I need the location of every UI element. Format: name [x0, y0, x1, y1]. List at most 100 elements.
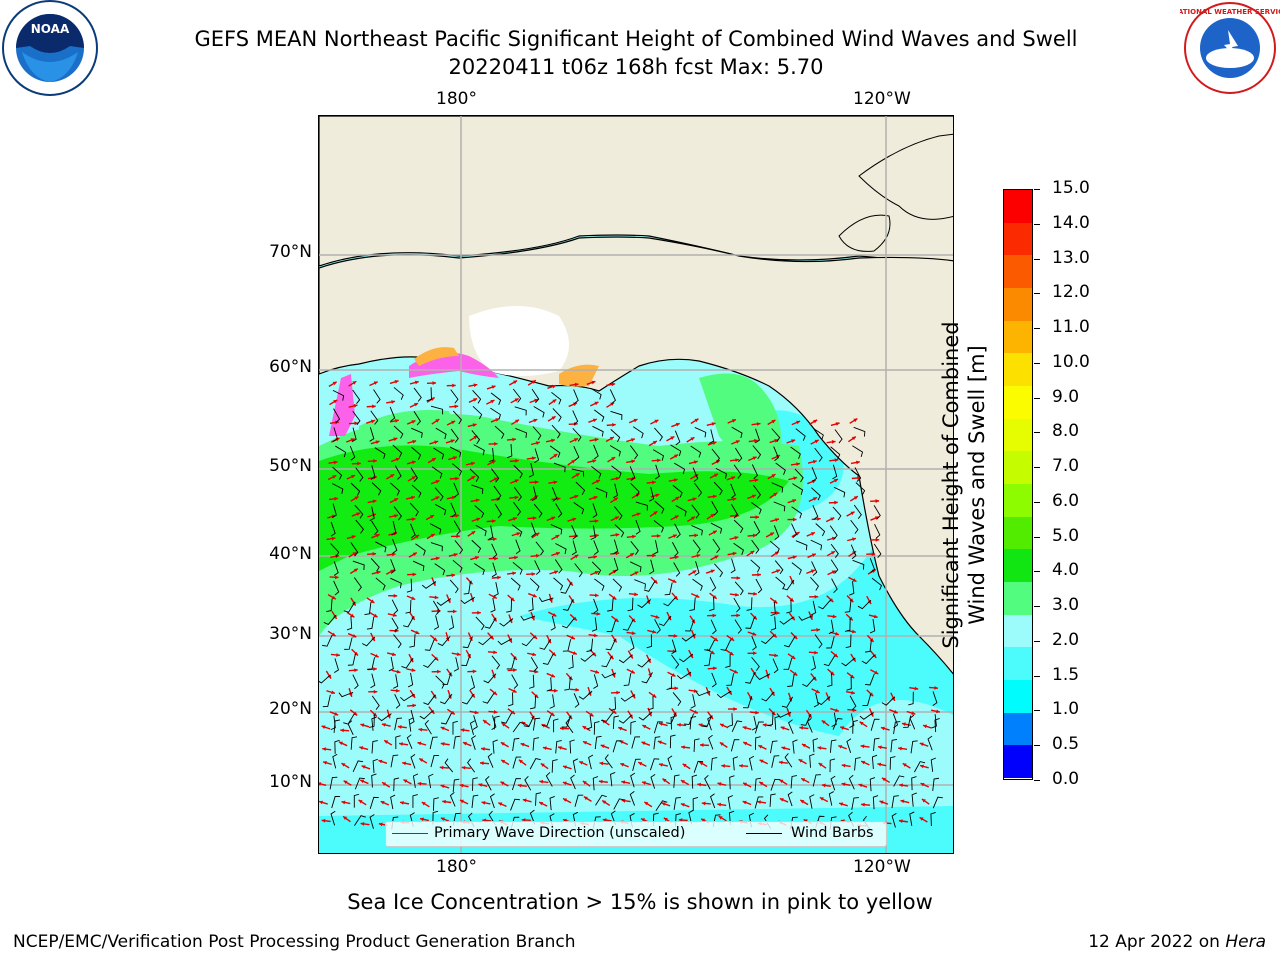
wind-barb	[751, 502, 762, 515]
colorbar-segment	[1004, 418, 1032, 452]
wind-barb	[663, 596, 677, 607]
wind-barb	[553, 462, 566, 473]
wind-barb	[755, 578, 763, 594]
wave-arrow-head	[534, 398, 539, 403]
wind-barb	[510, 798, 520, 811]
wind-barb	[754, 777, 762, 792]
wave-arrow-head	[800, 800, 805, 804]
wave-arrow-head	[710, 514, 715, 518]
wind-barb	[930, 812, 936, 826]
wind-barb	[334, 658, 339, 673]
wave-band-3m-north	[699, 373, 782, 466]
wind-barb	[332, 753, 338, 769]
wind-barb	[770, 616, 777, 631]
wind-barb	[727, 795, 734, 810]
wind-barb	[932, 796, 943, 809]
wave-arrow-head	[673, 595, 678, 600]
wind-barb	[909, 714, 916, 730]
wind-barbs	[319, 387, 943, 831]
wind-barb	[469, 468, 480, 482]
wave-arrow-head	[830, 517, 835, 521]
wind-barb	[694, 427, 707, 438]
wave-arrow-head	[673, 633, 678, 638]
wind-barb	[829, 739, 837, 753]
wind-barb	[538, 597, 554, 603]
wave-arrow-head	[533, 418, 538, 423]
wind-barb	[494, 425, 505, 439]
wind-barb	[572, 410, 579, 425]
wind-barb	[469, 720, 476, 735]
wave-arrow-head	[440, 817, 445, 821]
wave-arrow-head	[393, 593, 398, 598]
land-arctic-islands	[858, 133, 953, 220]
wave-arrow-head	[332, 475, 337, 479]
wind-barb	[513, 501, 522, 516]
wind-barb	[692, 539, 701, 554]
wave-arrow-head	[491, 519, 496, 524]
wave-arrow-head	[796, 420, 801, 425]
wind-barb	[593, 721, 600, 735]
wave-arrow-head	[373, 667, 377, 672]
wind-barb	[433, 615, 440, 630]
wave-arrow-head	[873, 614, 878, 619]
wind-barb	[512, 561, 523, 575]
map-panel	[318, 115, 954, 854]
wind-barb	[754, 736, 761, 750]
wind-barb	[591, 466, 602, 479]
colorbar-segment	[1004, 255, 1032, 289]
colorbar-segment	[1004, 320, 1032, 354]
wave-arrow-head	[399, 742, 403, 746]
wind-barb	[731, 426, 743, 439]
wind-barb	[773, 501, 786, 512]
wind-barb	[482, 692, 495, 704]
wave-arrow-head	[618, 726, 623, 731]
wind-barb	[854, 757, 861, 771]
wave-arrow-head	[373, 689, 378, 694]
wave-arrow-head	[592, 418, 597, 423]
wind-barb	[319, 674, 331, 684]
wind-barb	[512, 756, 522, 769]
wave-arrow-head	[357, 461, 361, 466]
wind-barb	[492, 739, 498, 754]
wave-arrow-head	[611, 457, 616, 461]
wind-barb	[369, 506, 375, 522]
wind-barb	[671, 654, 680, 669]
wind-barb	[331, 503, 337, 519]
wind-barb	[720, 639, 732, 651]
wind-barb	[710, 757, 718, 771]
wave-arrow-head	[730, 637, 735, 641]
wave-arrow-head	[435, 496, 440, 500]
wind-barb	[810, 656, 816, 671]
wind-barb	[852, 559, 865, 570]
wind-barb	[474, 563, 485, 575]
wind-barb	[329, 776, 338, 790]
wave-arrow-head	[850, 511, 855, 516]
wind-barb	[810, 539, 823, 551]
wind-barb	[323, 614, 337, 625]
wave-arrow-head	[434, 656, 439, 661]
wind-barb	[774, 560, 784, 575]
wind-barb	[539, 638, 552, 650]
wave-arrow-head	[638, 762, 643, 766]
wave-arrow-head	[732, 551, 737, 556]
wind-barb	[574, 563, 583, 578]
wave-arrow-head	[474, 710, 479, 715]
colorbar-segment	[1004, 484, 1032, 518]
wind-barb	[816, 696, 831, 706]
wind-barb	[814, 447, 823, 462]
wave-arrow-head	[411, 693, 416, 698]
wind-barb	[679, 653, 694, 663]
wave-arrow-head	[373, 475, 377, 480]
wind-barb	[751, 539, 760, 554]
wind-barb	[787, 674, 795, 687]
wind-barb	[693, 738, 700, 752]
wave-arrow-head	[434, 440, 439, 445]
wind-barb	[653, 721, 663, 734]
wind-barb	[594, 578, 605, 591]
wind-barb	[592, 776, 599, 791]
wave-arrow-head	[358, 799, 363, 804]
wave-arrow-head	[350, 438, 355, 442]
wind-barb	[733, 519, 744, 534]
wind-barb	[670, 444, 682, 457]
wave-arrow-head	[798, 759, 803, 763]
